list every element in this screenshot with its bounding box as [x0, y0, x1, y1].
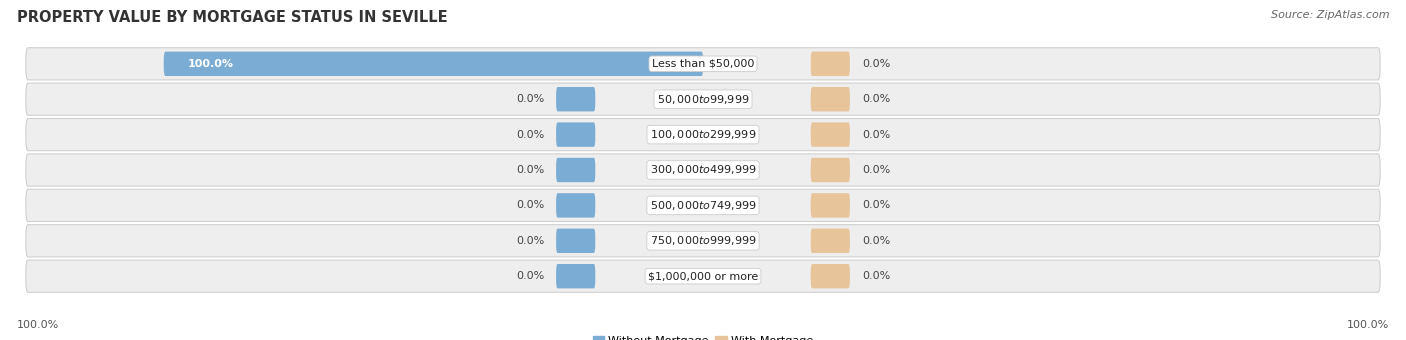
Text: 0.0%: 0.0% [516, 271, 544, 281]
Text: 0.0%: 0.0% [862, 165, 890, 175]
Text: 0.0%: 0.0% [516, 236, 544, 246]
Text: 0.0%: 0.0% [862, 59, 890, 69]
FancyBboxPatch shape [25, 83, 1381, 115]
Text: $100,000 to $299,999: $100,000 to $299,999 [650, 128, 756, 141]
Text: 0.0%: 0.0% [862, 200, 890, 210]
FancyBboxPatch shape [25, 225, 1381, 257]
FancyBboxPatch shape [25, 154, 1381, 186]
FancyBboxPatch shape [811, 122, 849, 147]
Text: $1,000,000 or more: $1,000,000 or more [648, 271, 758, 281]
FancyBboxPatch shape [557, 122, 595, 147]
FancyBboxPatch shape [811, 158, 849, 182]
Text: 0.0%: 0.0% [862, 130, 890, 140]
Text: PROPERTY VALUE BY MORTGAGE STATUS IN SEVILLE: PROPERTY VALUE BY MORTGAGE STATUS IN SEV… [17, 10, 447, 25]
FancyBboxPatch shape [25, 189, 1381, 221]
FancyBboxPatch shape [811, 264, 849, 288]
FancyBboxPatch shape [811, 193, 849, 218]
Text: 100.0%: 100.0% [17, 320, 59, 330]
Text: Less than $50,000: Less than $50,000 [652, 59, 754, 69]
Text: 100.0%: 100.0% [1347, 320, 1389, 330]
FancyBboxPatch shape [557, 87, 595, 112]
FancyBboxPatch shape [25, 260, 1381, 292]
FancyBboxPatch shape [163, 52, 703, 76]
Text: $750,000 to $999,999: $750,000 to $999,999 [650, 234, 756, 247]
Text: 0.0%: 0.0% [516, 165, 544, 175]
Text: 0.0%: 0.0% [516, 200, 544, 210]
Text: $300,000 to $499,999: $300,000 to $499,999 [650, 164, 756, 176]
FancyBboxPatch shape [25, 48, 1381, 80]
Text: 0.0%: 0.0% [862, 271, 890, 281]
FancyBboxPatch shape [557, 228, 595, 253]
FancyBboxPatch shape [557, 158, 595, 182]
Text: Source: ZipAtlas.com: Source: ZipAtlas.com [1271, 10, 1389, 20]
Text: 0.0%: 0.0% [862, 236, 890, 246]
Text: 0.0%: 0.0% [516, 130, 544, 140]
Text: 0.0%: 0.0% [516, 94, 544, 104]
FancyBboxPatch shape [811, 52, 849, 76]
FancyBboxPatch shape [25, 119, 1381, 151]
FancyBboxPatch shape [557, 264, 595, 288]
FancyBboxPatch shape [557, 193, 595, 218]
FancyBboxPatch shape [811, 228, 849, 253]
Text: 100.0%: 100.0% [188, 59, 233, 69]
Legend: Without Mortgage, With Mortgage: Without Mortgage, With Mortgage [588, 331, 818, 340]
Text: 0.0%: 0.0% [862, 94, 890, 104]
FancyBboxPatch shape [811, 87, 849, 112]
Text: $500,000 to $749,999: $500,000 to $749,999 [650, 199, 756, 212]
Text: $50,000 to $99,999: $50,000 to $99,999 [657, 93, 749, 106]
